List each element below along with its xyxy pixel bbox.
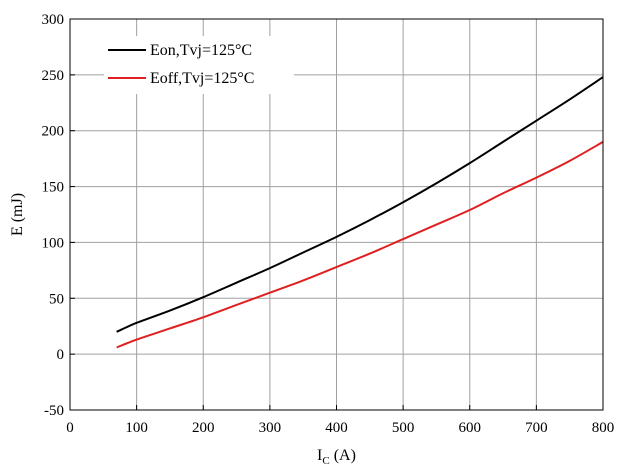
grid-lines [70, 19, 603, 410]
x-tick-label: 700 [525, 420, 548, 436]
x-tick-label: 800 [592, 420, 615, 436]
y-tick-label: 300 [42, 12, 65, 28]
y-tick-label: -50 [44, 403, 64, 419]
legend: Eon,Tvj=125°C Eoff,Tvj=125°C [104, 36, 294, 94]
y-tick-label: 250 [42, 68, 65, 84]
x-axis-label: IC (A) [317, 447, 356, 467]
x-tick-label: 200 [192, 420, 215, 436]
x-tick-label: 400 [325, 420, 348, 436]
legend-label: Eon,Tvj=125°C [150, 42, 252, 59]
y-axis-label: E (mJ) [9, 193, 26, 236]
y-tick-label: 150 [42, 180, 65, 196]
x-tick-label: 0 [66, 420, 74, 436]
x-axis-ticks: 0 100 200 300 400 500 600 700 800 [66, 405, 614, 436]
legend-label: Eoff,Tvj=125°C [150, 70, 254, 87]
x-axis-label-subscript: C [322, 455, 329, 467]
y-tick-label: 0 [57, 347, 65, 363]
x-tick-label: 500 [392, 420, 415, 436]
x-tick-label: 300 [259, 420, 282, 436]
series-line-eon [116, 76, 604, 333]
legend-box [104, 36, 294, 94]
y-axis-ticks: -50 0 50 100 150 200 250 300 [42, 12, 75, 419]
series-layer [116, 76, 604, 349]
x-tick-label: 100 [125, 420, 148, 436]
series-line-eoff [116, 141, 604, 349]
x-axis-label-unit: (A) [334, 447, 356, 464]
x-tick-label: 600 [459, 420, 482, 436]
y-tick-label: 100 [42, 235, 65, 251]
y-tick-label: 50 [49, 291, 64, 307]
y-tick-label: 200 [42, 124, 65, 140]
x-axis-label-main: I [317, 447, 322, 464]
